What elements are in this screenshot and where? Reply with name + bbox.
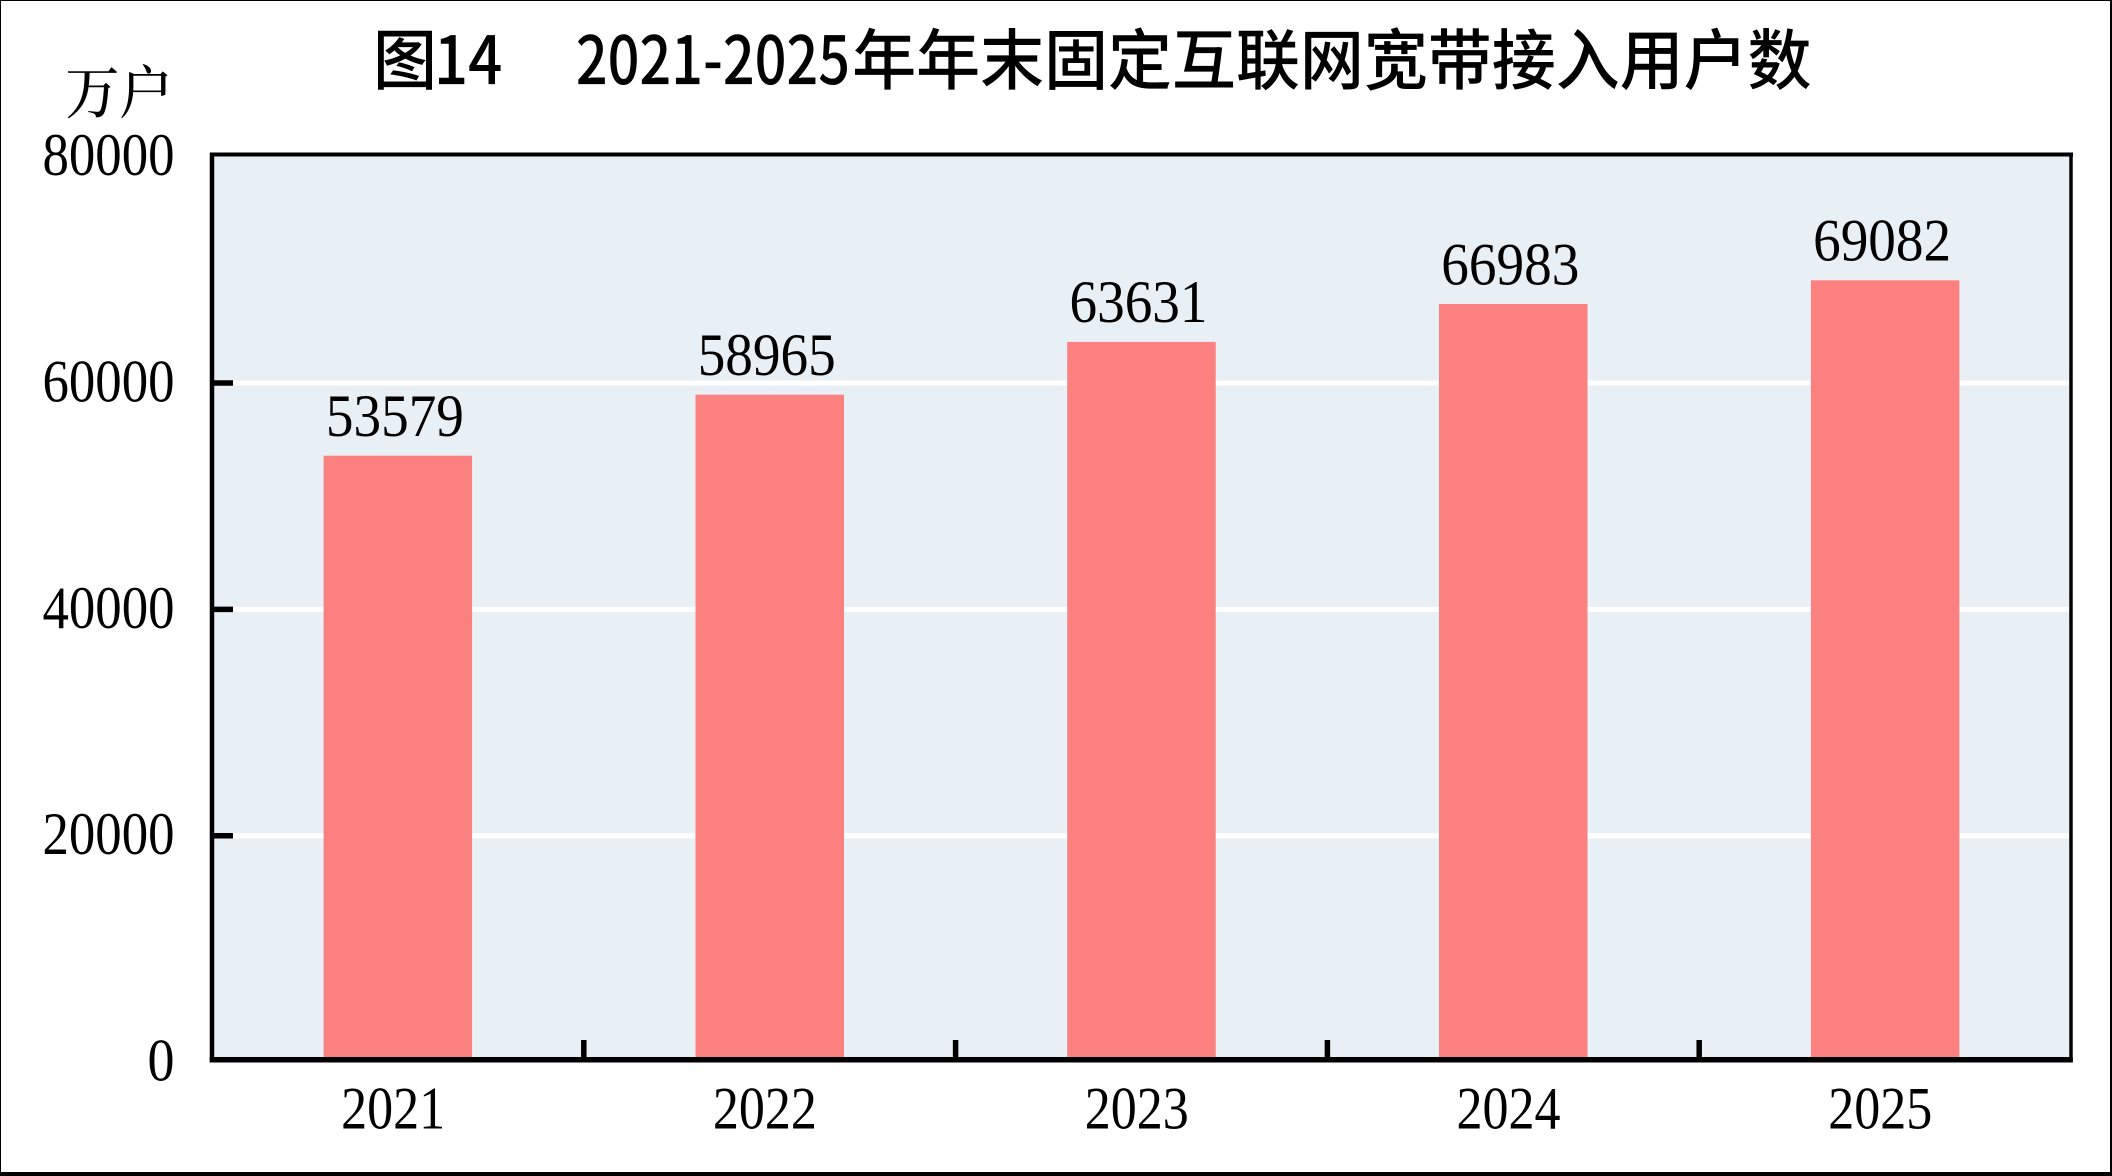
svg-text:20000: 20000 — [43, 801, 175, 868]
svg-text:53579: 53579 — [326, 383, 464, 450]
svg-text:2023: 2023 — [1085, 1076, 1189, 1143]
svg-text:58965: 58965 — [698, 322, 836, 389]
svg-text:0: 0 — [148, 1028, 175, 1095]
svg-text:69082: 69082 — [1813, 208, 1951, 275]
svg-text:63631: 63631 — [1070, 269, 1208, 336]
svg-text:2022: 2022 — [713, 1076, 817, 1143]
svg-text:80000: 80000 — [43, 122, 175, 189]
svg-text:60000: 60000 — [43, 349, 175, 416]
svg-text:66983: 66983 — [1441, 231, 1579, 298]
svg-text:2024: 2024 — [1457, 1076, 1561, 1143]
svg-text:40000: 40000 — [43, 575, 175, 642]
svg-text:2025: 2025 — [1828, 1076, 1932, 1143]
svg-text:2021: 2021 — [341, 1076, 445, 1143]
